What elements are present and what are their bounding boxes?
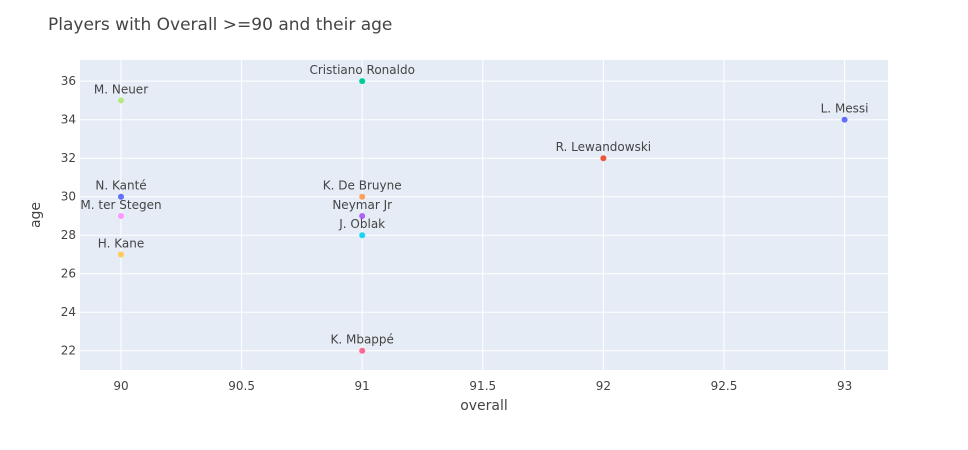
scatter-point xyxy=(118,193,125,200)
x-tick-label: 91 xyxy=(355,379,370,393)
y-tick-label: 30 xyxy=(61,190,76,204)
scatter-point xyxy=(841,116,848,123)
y-tick-label: 28 xyxy=(61,228,76,242)
point-labels: L. Messi R. Lewandowski Cristiano Ronaldo N… xyxy=(80,63,868,347)
point-label: R. Lewandowski xyxy=(556,140,651,154)
data-points xyxy=(118,78,848,354)
point-label: Cristiano Ronaldo xyxy=(309,63,414,77)
x-axis-title: overall xyxy=(460,398,508,414)
y-tick-label: 32 xyxy=(61,151,76,165)
y-tick-label: 36 xyxy=(61,74,76,88)
scatter-point xyxy=(359,347,366,354)
x-axis-ticks: 90 90.5 91 91.5 92 92.5 93 xyxy=(113,379,852,393)
y-tick-label: 34 xyxy=(61,113,76,127)
scatter-point xyxy=(359,193,366,200)
point-label: Neymar Jr xyxy=(332,198,392,212)
scatter-point xyxy=(118,251,125,258)
scatter-point xyxy=(359,78,366,85)
point-label: L. Messi xyxy=(821,102,869,116)
y-tick-label: 24 xyxy=(61,305,76,319)
x-tick-label: 93 xyxy=(837,379,852,393)
point-label: M. ter Stegen xyxy=(80,198,161,212)
x-tick-label: 90.5 xyxy=(228,379,255,393)
y-tick-label: 26 xyxy=(61,267,76,281)
x-tick-label: 92 xyxy=(596,379,611,393)
plot-area xyxy=(80,60,888,370)
x-tick-label: 90 xyxy=(113,379,128,393)
point-label: H. Kane xyxy=(98,236,144,250)
scatter-point xyxy=(600,155,607,162)
y-tick-label: 22 xyxy=(61,344,76,358)
point-label: J. Oblak xyxy=(338,217,385,231)
scatter-point xyxy=(359,212,366,219)
y-axis-ticks: 22 24 26 28 30 32 34 36 xyxy=(61,74,76,358)
scatter-point xyxy=(359,232,366,239)
chart-title: Players with Overall >=90 and their age xyxy=(48,15,392,35)
x-tick-label: 91.5 xyxy=(469,379,496,393)
grid-lines xyxy=(80,60,888,370)
scatter-point xyxy=(118,97,125,104)
scatter-point xyxy=(118,212,125,219)
point-label: K. De Bruyne xyxy=(323,179,402,193)
point-label: N. Kanté xyxy=(95,179,146,193)
y-axis-title: age xyxy=(28,202,44,228)
x-tick-label: 92.5 xyxy=(711,379,738,393)
point-label: K. Mbappé xyxy=(330,333,393,347)
point-label: M. Neuer xyxy=(94,82,148,96)
